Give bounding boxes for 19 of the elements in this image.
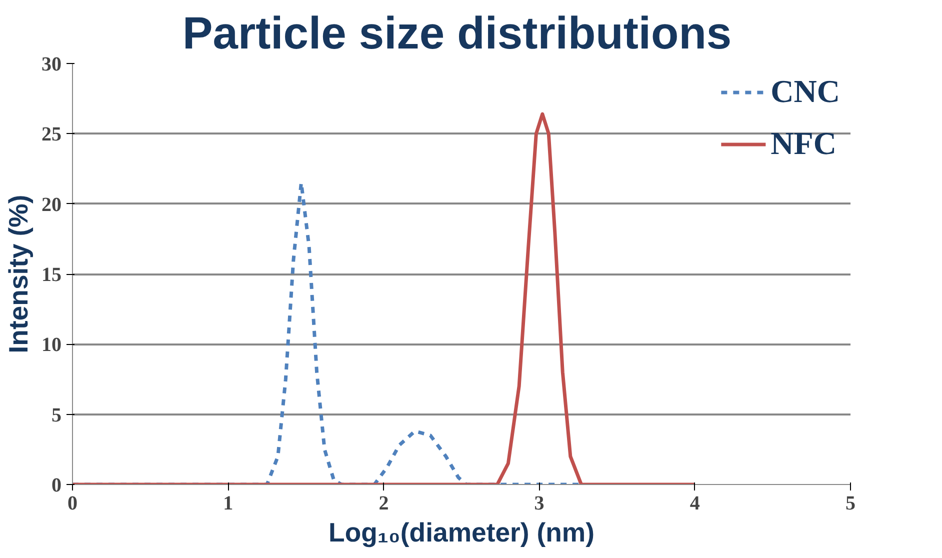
y-tick-label: 0 [52, 474, 62, 496]
x-tick-label: 3 [534, 492, 544, 514]
y-tick-label: 5 [52, 404, 62, 426]
x-axis-title: Log₁₀(diameter) (nm) [328, 518, 594, 548]
x-tick-label: 1 [223, 492, 234, 514]
y-axis-title: Intensity (%) [4, 194, 34, 354]
x-tick-label: 2 [378, 492, 389, 514]
y-tick-label: 25 [42, 124, 62, 146]
legend-label: NFC [770, 125, 836, 162]
x-tick-label: 0 [68, 492, 78, 514]
y-tick-label: 30 [42, 54, 62, 76]
line-series [72, 112, 697, 484]
x-tick-label: 5 [846, 492, 856, 514]
chart-title: Particle size distributions [182, 8, 732, 58]
x-tick-label: 4 [690, 492, 700, 514]
y-tick-label: 10 [42, 334, 62, 356]
y-tick-label: 15 [42, 264, 62, 286]
legend-label: CNC [770, 73, 840, 110]
y-tick-label: 20 [42, 194, 62, 216]
